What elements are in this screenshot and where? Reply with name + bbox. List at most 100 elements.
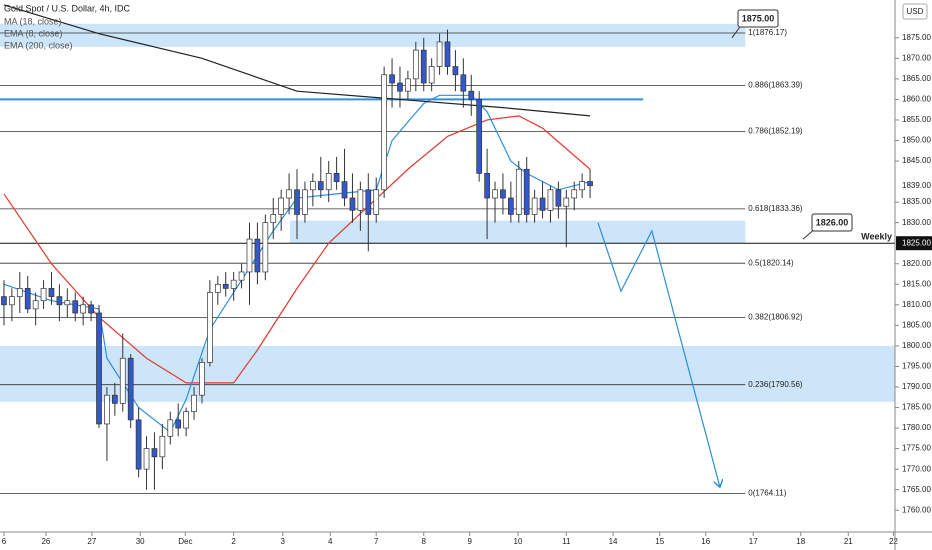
fib-label: 0.236(1790.56) — [748, 380, 803, 389]
last-price-label: 1839.00 — [902, 181, 931, 190]
chart-title: Gold Spot / U.S. Dollar, 4h, IDC — [4, 3, 131, 13]
candle-body — [365, 189, 372, 215]
candle-body — [547, 189, 554, 211]
candle-body — [143, 448, 150, 470]
fib-label: 0.382(1806.92) — [748, 313, 803, 322]
candle-body — [468, 90, 475, 100]
x-tick-label: 18 — [796, 537, 805, 546]
y-tick-label: 1865.00 — [902, 74, 931, 83]
candle-body — [310, 181, 316, 191]
candle-body — [436, 41, 443, 67]
x-tick-label: 2 — [231, 537, 236, 546]
candle-body — [183, 411, 189, 429]
candle-body — [373, 189, 380, 215]
y-tick-label: 1790.00 — [902, 382, 931, 391]
candle-body — [191, 394, 197, 412]
candle-body — [64, 300, 71, 306]
fib-label: 0.886(1863.39) — [748, 81, 803, 90]
candle-body — [420, 49, 427, 84]
indicator-line — [3, 4, 591, 117]
candle-body — [484, 173, 490, 199]
fib-label: 0.618(1833.36) — [748, 204, 803, 213]
candle-body — [119, 357, 126, 404]
candle-body — [357, 189, 364, 211]
currency: USD — [907, 7, 924, 16]
candle-body — [476, 99, 483, 174]
candle-body — [254, 238, 261, 273]
candle-body — [460, 74, 467, 92]
callout-box — [811, 213, 853, 232]
candle-body — [88, 304, 94, 314]
callout-label: 1826.00 — [816, 217, 849, 227]
fib-label: 0.5(1820.14) — [748, 258, 794, 267]
x-tick-label: 9 — [467, 537, 472, 546]
y-tick-label: 1780.00 — [902, 423, 931, 432]
candle-body — [214, 283, 221, 293]
candle-body — [175, 419, 182, 429]
candle-body — [238, 271, 245, 281]
candle-body — [587, 181, 593, 187]
x-tick-label: 8 — [422, 537, 427, 546]
x-tick-label: 10 — [514, 537, 523, 546]
y-tick-label: 1850.00 — [902, 136, 931, 145]
x-tick-label: 30 — [136, 537, 145, 546]
candle-body — [167, 419, 174, 437]
y-tick-label: 1860.00 — [902, 95, 931, 104]
y-tick-label: 1795.00 — [902, 362, 931, 371]
weekly-price-label: 1825.00 — [902, 238, 931, 247]
y-tick-label: 1870.00 — [902, 53, 931, 62]
candle-body — [199, 361, 205, 396]
x-tick-label: 6 — [2, 537, 7, 546]
candle-body — [397, 82, 403, 92]
zone — [0, 23, 746, 47]
fib-label: 0.786(1852.19) — [748, 127, 803, 136]
y-tick-label: 1760.00 — [902, 505, 931, 514]
zone — [0, 345, 895, 402]
candle-body — [230, 279, 237, 289]
fib-label: 0(1764.11) — [748, 488, 786, 497]
candle-body — [341, 181, 348, 199]
y-tick-label: 1845.00 — [902, 156, 931, 165]
y-tick-label: 1775.00 — [902, 444, 931, 453]
x-tick-label: 11 — [562, 537, 571, 546]
x-tick-label: 17 — [749, 537, 758, 546]
y-tick-label: 1805.00 — [902, 320, 931, 329]
callout-label: 1875.00 — [742, 13, 775, 23]
currency-box[interactable] — [902, 3, 928, 20]
x-tick-label: 14 — [609, 537, 618, 546]
candle-body — [96, 312, 102, 425]
y-tick-label: 1835.00 — [902, 197, 931, 206]
candle-body — [80, 304, 87, 314]
y-tick-label: 1855.00 — [902, 115, 931, 124]
candle-body — [508, 197, 514, 215]
candle-body — [159, 435, 166, 458]
y-tick-label: 1785.00 — [902, 403, 931, 412]
x-tick-label: 21 — [844, 537, 853, 546]
candle-body — [389, 74, 395, 84]
candle-body — [207, 292, 213, 363]
candle-body — [531, 197, 538, 215]
candle-body — [16, 288, 23, 297]
candle-body — [262, 222, 269, 273]
candle-body — [302, 189, 308, 215]
candle-body — [539, 197, 546, 211]
candle-body — [294, 189, 300, 215]
legend-entry: EMA (8, close) — [4, 28, 63, 38]
candle-body — [9, 296, 15, 306]
legend-entry: EMA (200, close) — [4, 40, 73, 50]
candle-body — [515, 168, 522, 215]
y-tick-label: 1875.00 — [902, 33, 931, 42]
candle-body — [555, 189, 562, 207]
projection-path — [597, 222, 720, 488]
candle-body — [72, 300, 79, 314]
candle-body — [452, 66, 459, 76]
x-tick-label: 27 — [87, 537, 96, 546]
y-tick-label: 1830.00 — [902, 218, 931, 227]
y-tick-label: 1810.00 — [902, 300, 931, 309]
candle-body — [571, 189, 578, 199]
candle-body — [444, 41, 451, 67]
y-tick-label: 1770.00 — [902, 464, 931, 473]
legend-entry: MA (18, close) — [4, 16, 62, 26]
candle-body — [1, 296, 7, 306]
